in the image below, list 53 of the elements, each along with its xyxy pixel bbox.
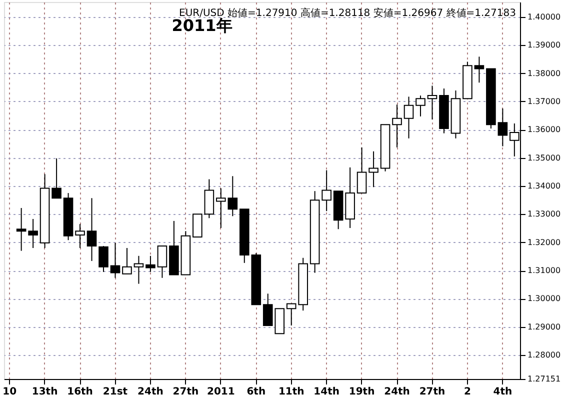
x-tick-label: 2 [464,386,471,398]
candlestick [427,85,438,120]
x-tick-label: 27th [419,386,446,398]
annotation: EUR/USD 始値=1.27910 高値=1.28118 安値=1.26967 終値=1.27183 [179,7,516,19]
y-tick-label: 1.37000 [528,96,561,106]
candlestick [356,146,367,194]
x-tick-label: 21st [102,386,128,398]
y-tick-label: 1.36000 [528,125,561,134]
candlestick [498,108,508,147]
y-tick-label: 1.34000 [528,182,561,191]
y-tick-label: 1.30000 [528,294,561,304]
candlestick [322,170,332,212]
y-tick-label: 1.40000 [528,12,561,22]
y-tick-label: 1.35000 [528,153,561,162]
x-tick-label: 27th [172,386,199,398]
candlestick [404,96,414,139]
candlestick [52,158,62,199]
candlestick [416,95,426,117]
x-tick-label: 24th [384,386,410,398]
x-tick-label: 13th [32,386,58,398]
candlestick [98,246,108,272]
candlestick [204,178,214,219]
candlestick [16,207,26,252]
candlestick [474,56,484,84]
y-tick-label: 1.32000 [528,238,561,247]
y-tick-label: 1.39000 [528,40,561,50]
candlestick [134,255,144,284]
candlestick [86,198,97,262]
x-tick-label: 19th [348,386,375,398]
x-tick-label: 11th [278,386,304,398]
x-tick-label: 2011 [206,386,235,398]
x-tick-label: 16th [67,386,93,398]
candlestick [28,218,38,248]
x-tick-label: 24th [138,386,164,398]
candlestick [110,242,120,278]
y-tick-label: 1.33000 [528,210,561,219]
candlestick [146,255,156,272]
x-tick-label: 10 [2,386,17,398]
candlestick [157,246,168,278]
y-tick-label: 1.38000 [528,68,561,78]
y-tick-label: 1.27151 [528,374,561,384]
x-tick-label: 14th [314,386,340,398]
y-tick-label: 1.29000 [528,322,561,332]
candlestick [192,214,202,238]
y-tick-label: 1.28000 [528,350,561,360]
candlestick [122,248,132,274]
candlestick [368,150,378,188]
x-tick-label: 6th [246,386,266,398]
candlestick [392,104,402,148]
candlestick [75,224,85,248]
text: 2011年 [172,16,232,35]
x-tick-label: 4th [493,386,512,398]
y-tick-label: 1.31000 [528,266,561,276]
